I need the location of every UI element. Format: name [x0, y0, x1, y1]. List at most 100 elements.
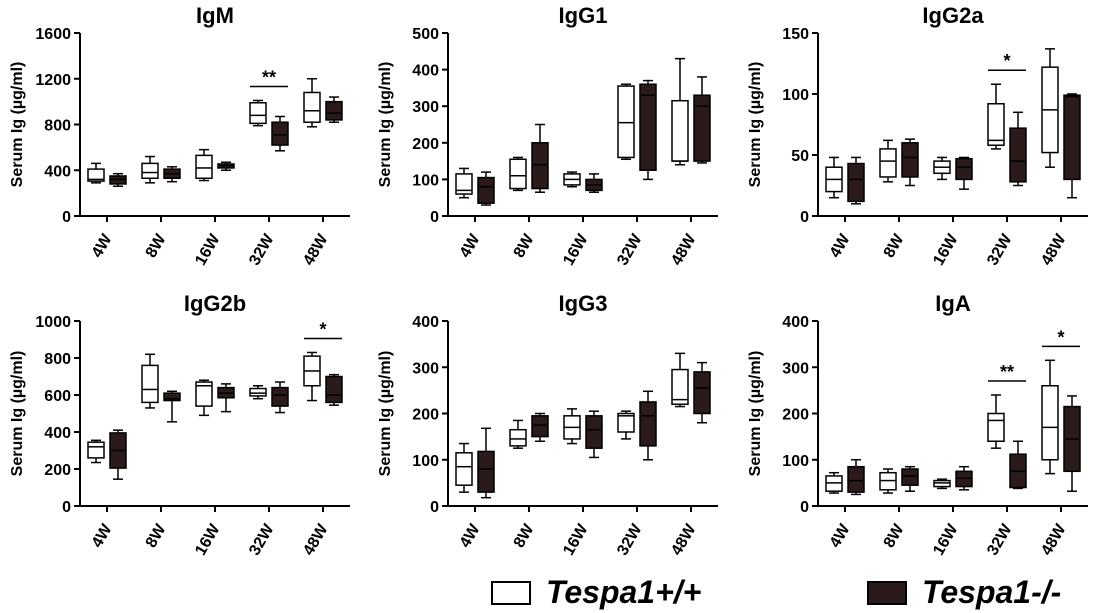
box-iqr	[693, 371, 711, 415]
box-iqr	[879, 148, 897, 178]
y-tick-label: 0	[62, 499, 71, 516]
box-ko-4w	[109, 172, 127, 188]
box-ko-4w	[847, 459, 865, 496]
y-tick-label: 100	[782, 87, 809, 104]
x-tick-label: 16W	[930, 521, 962, 559]
box-wt-8w	[509, 156, 527, 192]
box-wt-4w	[455, 442, 473, 493]
box-ko-4w	[847, 156, 865, 205]
box-iqr	[141, 162, 159, 180]
box-ko-32w	[271, 381, 289, 414]
box-iqr	[87, 168, 105, 182]
box-wt-8w	[879, 468, 897, 494]
box-wt-48w	[303, 351, 321, 402]
box-ko-48w	[693, 361, 711, 424]
box-wt-48w	[671, 57, 689, 166]
y-tick-label: 400	[412, 314, 439, 331]
box-iqr	[477, 450, 495, 493]
y-tick-label: 500	[412, 26, 439, 43]
y-axis-label: Serum Ig (µg/ml)	[747, 351, 764, 477]
box-iqr	[477, 176, 495, 204]
box-iqr	[141, 364, 159, 404]
box-iqr	[901, 142, 919, 178]
y-axis-label: Serum Ig (µg/ml)	[747, 62, 764, 188]
y-tick-label: 1000	[35, 314, 71, 331]
box-ko-8w	[901, 465, 919, 492]
box-iqr	[617, 85, 635, 159]
box-ko-16w	[217, 161, 235, 171]
y-tick-label: 100	[782, 453, 809, 470]
legend-label-knockout: Tespa1-/-	[922, 574, 1061, 610]
chart-title: IgG3	[559, 291, 608, 316]
x-tick-label: 32W	[614, 521, 646, 559]
x-tick-label: 32W	[984, 521, 1016, 559]
y-tick-label: 400	[782, 314, 809, 331]
box-ko-4w	[477, 171, 495, 206]
box-iqr	[87, 441, 105, 459]
box-ko-48w	[325, 96, 343, 123]
y-tick-label: 200	[412, 407, 439, 424]
box-wt-8w	[141, 353, 159, 409]
box-iqr	[585, 415, 603, 449]
box-iqr	[617, 412, 635, 433]
box-iqr	[901, 468, 919, 486]
chart-panel-igg2a: IgG2a 0 50 100 150 Serum Ig (µg/ml) 4W 8W 16W 32W…	[747, 3, 1088, 268]
chart-title: IgA	[935, 291, 971, 316]
y-axis-label: Serum Ig (µg/ml)	[9, 351, 26, 477]
box-wt-16w	[195, 148, 213, 182]
box-wt-32w	[617, 410, 635, 440]
x-tick-label: 8W	[511, 521, 538, 551]
box-wt-32w	[249, 385, 267, 400]
chart-panel-iga: IgA 0 100 200 300 400 Serum Ig (µg/ml) 4W 8W 16W 3…	[747, 291, 1088, 558]
box-wt-32w	[987, 394, 1005, 449]
box-iqr	[1009, 127, 1027, 183]
x-tick-label: 8W	[511, 231, 538, 261]
y-tick-label: 300	[782, 360, 809, 377]
box-iqr	[693, 94, 711, 162]
box-iqr	[1041, 385, 1059, 461]
legend: Tespa1+/+ Tespa1-/-	[491, 574, 1061, 610]
y-tick-label: 1600	[35, 26, 71, 43]
x-tick-label: 4W	[827, 231, 854, 261]
x-tick-label: 48W	[668, 231, 700, 269]
legend-swatch-wild-type	[491, 581, 531, 605]
box-wt-48w	[1041, 359, 1059, 475]
box-wt-16w	[563, 171, 581, 188]
y-tick-label: 200	[782, 407, 809, 424]
x-tick-label: 8W	[881, 521, 908, 551]
box-ko-8w	[163, 166, 181, 183]
legend-swatch-knockout	[867, 581, 907, 605]
legend-item-knockout: Tespa1-/-	[867, 574, 1061, 610]
chart-panel-igg2b: IgG2b 0 200 400 600 800 1000 Serum Ig (µg/ml) 4W…	[9, 291, 350, 558]
box-ko-4w	[109, 429, 127, 480]
box-iqr	[639, 401, 657, 447]
box-ko-16w	[955, 156, 973, 190]
chart-title: IgG2a	[922, 3, 984, 28]
x-tick-label: 16W	[930, 231, 962, 269]
significance-label: *	[1057, 327, 1064, 347]
significance-label: *	[1003, 51, 1010, 71]
x-tick-label: 32W	[984, 231, 1016, 269]
box-ko-8w	[531, 123, 549, 193]
box-wt-32w	[617, 83, 635, 161]
box-ko-32w	[271, 115, 289, 152]
box-iqr	[987, 103, 1005, 146]
box-wt-16w	[933, 156, 951, 181]
y-tick-label: 0	[800, 209, 809, 226]
y-axis-label: Serum Ig (µg/ml)	[377, 62, 394, 188]
chart-title: IgG1	[559, 3, 608, 28]
box-iqr	[847, 465, 865, 493]
x-tick-label: 4W	[457, 521, 484, 551]
box-iqr	[303, 91, 321, 123]
box-wt-8w	[879, 139, 897, 183]
x-tick-label: 4W	[89, 521, 116, 551]
chart-title: IgG2b	[184, 291, 246, 316]
legend-label-wild-type: Tespa1+/+	[546, 574, 701, 610]
box-iqr	[271, 386, 289, 407]
y-tick-label: 300	[412, 99, 439, 116]
box-ko-16w	[217, 383, 235, 413]
y-tick-label: 150	[782, 26, 809, 43]
box-iqr	[249, 102, 267, 125]
box-ko-48w	[1063, 93, 1081, 199]
box-ko-16w	[585, 173, 603, 193]
